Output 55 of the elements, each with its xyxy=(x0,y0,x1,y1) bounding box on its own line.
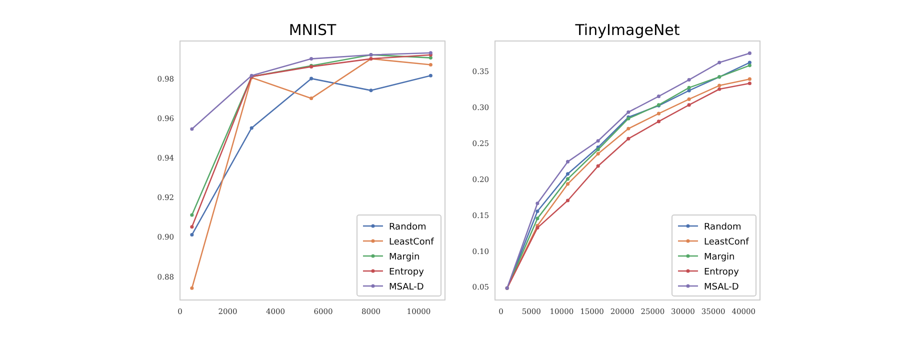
point xyxy=(687,103,691,107)
point xyxy=(626,126,630,130)
point xyxy=(190,232,194,237)
point xyxy=(718,60,722,64)
point xyxy=(310,76,314,80)
point xyxy=(536,209,540,214)
point xyxy=(626,136,630,140)
point xyxy=(566,177,570,181)
point xyxy=(536,226,540,230)
point xyxy=(656,94,661,98)
point xyxy=(566,172,570,176)
legend-label: Random xyxy=(704,222,742,232)
point xyxy=(428,74,432,78)
legend-label: MSAL-D xyxy=(704,282,739,292)
point xyxy=(687,86,691,90)
legend-label: Random xyxy=(389,222,426,232)
point xyxy=(536,216,540,220)
point xyxy=(310,96,314,100)
point xyxy=(596,152,600,156)
point xyxy=(596,139,600,143)
point xyxy=(718,84,722,88)
point xyxy=(748,77,752,81)
point xyxy=(369,88,373,92)
point xyxy=(626,110,630,114)
legend-label: Entropy xyxy=(389,268,425,278)
chart-title: TinyImageNet xyxy=(574,21,680,39)
point xyxy=(687,88,691,92)
point xyxy=(310,57,314,61)
point xyxy=(656,112,661,116)
point xyxy=(250,126,254,130)
point xyxy=(190,286,194,290)
point xyxy=(687,97,691,101)
point xyxy=(566,182,570,186)
point xyxy=(596,164,600,168)
legend-label: Margin xyxy=(704,252,735,262)
point xyxy=(190,213,194,217)
point xyxy=(190,127,194,131)
point xyxy=(656,120,661,124)
point xyxy=(428,62,432,67)
point xyxy=(536,202,540,206)
point xyxy=(748,51,752,55)
point xyxy=(428,56,432,60)
point xyxy=(687,78,691,82)
point xyxy=(566,198,570,202)
legend-label: LeastConf xyxy=(389,238,435,248)
point xyxy=(566,160,570,164)
point xyxy=(190,225,194,229)
point xyxy=(748,82,752,86)
point xyxy=(748,64,752,68)
legend-label: Margin xyxy=(389,252,420,262)
chart-title: MNIST xyxy=(288,21,337,39)
legend-label: MSAL-D xyxy=(389,282,424,292)
legend-label: Entropy xyxy=(704,268,740,278)
legend-label: LeastConf xyxy=(704,238,750,248)
point xyxy=(718,87,722,91)
